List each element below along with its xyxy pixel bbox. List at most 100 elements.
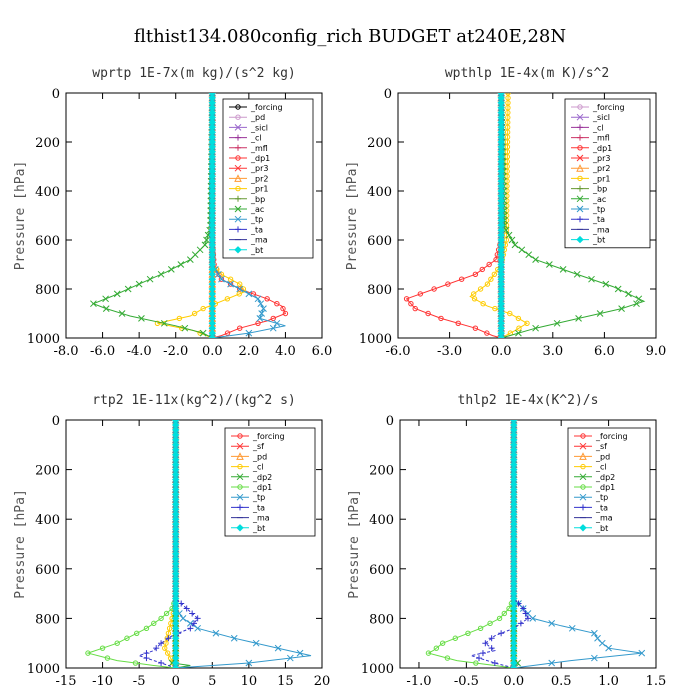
data-point xyxy=(487,620,493,627)
data-point xyxy=(165,635,172,642)
data-point xyxy=(633,300,640,308)
data-point xyxy=(189,610,196,617)
y-tick-label: 800 xyxy=(369,612,394,627)
legend-entry: _ma xyxy=(252,514,270,523)
data-point xyxy=(497,334,505,338)
data-point xyxy=(508,236,516,244)
legend-entry: _ma xyxy=(592,225,610,234)
data-point xyxy=(280,305,286,312)
panel-title: rtp2 1E-11x(kg^2)/(kg^2 s) xyxy=(92,393,296,408)
data-point xyxy=(515,315,522,322)
legend-marker xyxy=(237,463,243,470)
series_bt xyxy=(510,420,518,668)
legend-marker xyxy=(580,504,586,511)
data-point xyxy=(143,655,150,662)
data-point xyxy=(104,655,111,661)
data-point xyxy=(282,310,289,317)
legend-marker xyxy=(234,205,242,213)
data-point xyxy=(598,639,606,647)
data-point xyxy=(257,300,265,308)
data-point xyxy=(102,305,110,312)
legend-marker xyxy=(580,484,586,490)
data-point xyxy=(230,634,238,642)
legend-entry: _bp xyxy=(250,195,265,204)
legend-entry: _ma xyxy=(250,236,268,245)
legend-marker xyxy=(579,442,587,450)
y-tick-label: 0 xyxy=(52,87,60,102)
legend-entry: _dp2 xyxy=(595,473,615,482)
data-point xyxy=(438,315,444,322)
data-point xyxy=(153,645,160,652)
y-tick-label: 200 xyxy=(367,136,392,151)
data-point xyxy=(472,271,479,277)
legend-marker xyxy=(576,154,584,162)
plot-area xyxy=(425,420,646,668)
x-tick-label: 20 xyxy=(314,674,331,689)
y-axis-label: Pressure [hPa] xyxy=(345,161,360,271)
y-tick-label: 400 xyxy=(35,513,60,528)
chart-panel-4: thlp2 1E-4x(K^2)/s Pressure [hPa] -1.0 -0.5… xyxy=(347,393,666,689)
y-tick-label: 200 xyxy=(35,464,60,479)
y-tick-label: 1000 xyxy=(359,332,392,347)
data-point xyxy=(439,640,446,646)
data-point xyxy=(501,610,507,617)
x-tick-label: 0.0 xyxy=(491,344,512,359)
data-point xyxy=(505,105,511,111)
data-point xyxy=(237,325,243,331)
legend-entry: _bt xyxy=(592,236,605,245)
legend-entry: _sicl xyxy=(250,123,268,132)
data-point xyxy=(588,275,595,283)
legend-entry: _pd xyxy=(252,452,267,461)
x-tick-label: 1.5 xyxy=(646,674,667,689)
legend-entry: _pr2 xyxy=(592,164,610,173)
data-point xyxy=(498,630,505,637)
data-point xyxy=(546,261,553,268)
legend-marker xyxy=(577,185,583,192)
data-point xyxy=(504,154,511,160)
data-point xyxy=(505,100,511,106)
legend-entry: _cl xyxy=(592,123,604,132)
data-point xyxy=(99,645,106,651)
plot-frame xyxy=(65,92,323,339)
data-point xyxy=(118,310,126,317)
legend-marker xyxy=(577,104,583,110)
data-point xyxy=(237,281,243,287)
legend-marker xyxy=(577,124,583,131)
panel-title: wpthlp 1E-4x(m K)/s^2 xyxy=(445,66,609,81)
data-point xyxy=(470,291,477,297)
series-line xyxy=(86,420,177,668)
legend-entry: _sicl xyxy=(592,113,610,122)
data-point xyxy=(625,290,632,298)
data-point xyxy=(162,645,168,651)
x-tick-label: -10 xyxy=(92,674,113,689)
data-point xyxy=(158,660,165,667)
legend-marker xyxy=(576,164,584,172)
legend: _forcing_pd_sicl_cl_mfl_dp1_pr3_pr2_pr1_… xyxy=(222,98,314,259)
data-point xyxy=(160,319,168,327)
data-point xyxy=(274,644,282,652)
x-tick-label: 10 xyxy=(241,674,258,689)
series_bt xyxy=(497,93,505,338)
legend-marker xyxy=(579,524,587,532)
panel-title: thlp2 1E-4x(K^2)/s xyxy=(458,393,599,408)
data-point xyxy=(532,256,539,263)
data-point xyxy=(154,320,161,326)
legend-marker xyxy=(235,114,241,120)
data-point xyxy=(476,655,483,662)
data-point xyxy=(591,629,598,637)
data-point xyxy=(176,315,183,322)
x-tick-label: 0.0 xyxy=(503,674,524,689)
data-point xyxy=(522,610,529,617)
series_bt xyxy=(208,93,216,338)
data-point xyxy=(183,605,190,612)
legend-entry: _cl xyxy=(250,134,262,143)
legend-entry: _ac xyxy=(592,195,606,204)
data-point xyxy=(431,286,437,292)
data-point xyxy=(245,329,253,337)
legend-entry: _tp xyxy=(250,215,263,224)
data-point xyxy=(208,93,216,97)
y-axis-label: Pressure [hPa] xyxy=(13,161,28,271)
x-tick-label: -15 xyxy=(56,674,77,689)
data-point xyxy=(525,615,531,622)
